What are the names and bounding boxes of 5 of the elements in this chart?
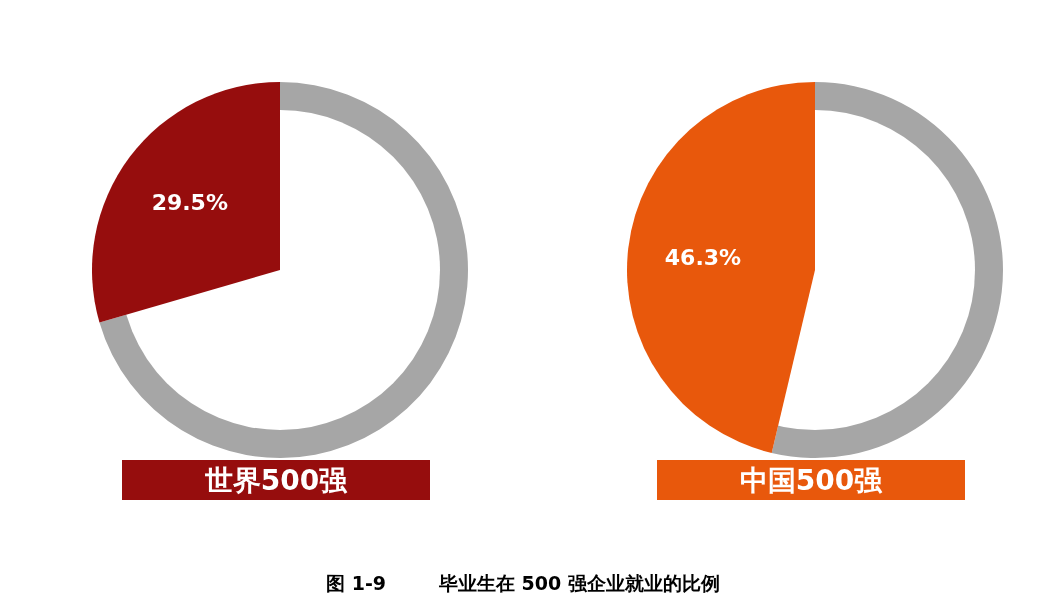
- text: 中国500强: [739, 464, 884, 497]
- data-label: 46.3%: [664, 244, 742, 270]
- data-label: 29.5%: [151, 190, 228, 216]
- text: 世界500强: [203, 464, 349, 497]
- caption: 图 1-9 毕业生在 500 强企业就业的比例: [326, 572, 720, 594]
